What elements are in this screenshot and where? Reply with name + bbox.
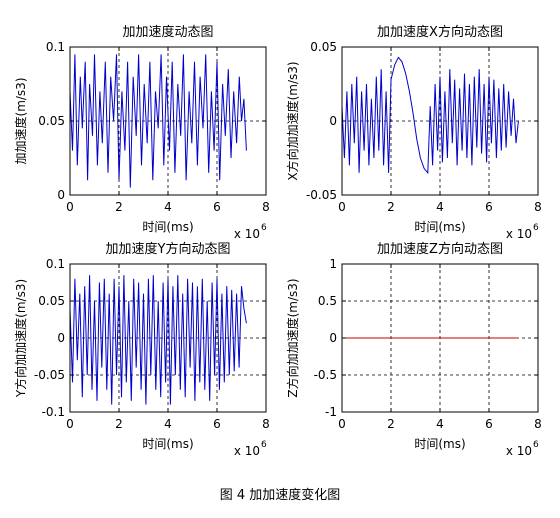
x-tick-label: 8 [262,417,270,431]
x-tick-label: 6 [485,200,493,214]
chart-title: 加加速度Z方向动态图 [377,241,503,257]
x-tick-label: 2 [115,200,123,214]
x-tick-label: 8 [534,200,542,214]
x-tick-label: 2 [387,417,395,431]
x-tick-label: 0 [338,200,346,214]
y-axis-label: X方向加加速度(m/s3) [285,61,300,180]
x-axis-multiplier-exponent: 6 [261,440,267,450]
x-axis-label: 时间(ms) [414,437,465,451]
x-tick-label: 0 [338,417,346,431]
x-tick-label: 4 [164,417,172,431]
y-tick-label: 0 [57,188,65,202]
x-axis-label: 时间(ms) [142,437,193,451]
x-axis-multiplier: x 10 [234,444,260,458]
x-axis-multiplier: x 10 [506,444,532,458]
x-tick-label: 6 [213,417,221,431]
x-tick-label: 4 [436,200,444,214]
x-axis-label: 时间(ms) [414,220,465,234]
series-line [341,56,519,175]
x-tick-label: 0 [66,417,74,431]
y-tick-label: 0.1 [46,40,65,54]
chart-title: 加加速度动态图 [122,24,213,40]
y-tick-label: 0 [57,331,65,345]
chart-title: 加加速度X方向动态图 [377,24,503,40]
x-axis-multiplier: x 10 [234,227,260,241]
x-tick-label: 2 [387,200,395,214]
x-tick-label: 6 [485,417,493,431]
y-tick-label: -0.05 [34,368,65,382]
x-tick-label: 4 [436,417,444,431]
y-tick-label: 1 [329,257,337,271]
y-tick-label: 0.05 [38,114,65,128]
y-tick-label: 0.5 [318,294,337,308]
y-tick-label: 0 [329,114,337,128]
series-line [69,54,247,188]
figure-caption: 图 4 加加速度变化图 [220,487,341,503]
x-axis-multiplier-exponent: 6 [533,440,539,450]
y-tick-label: 0.05 [38,294,65,308]
x-tick-label: 4 [164,200,172,214]
y-tick-label: -0.1 [42,405,65,419]
y-axis-label: 加加速度(m/s3) [13,78,28,165]
y-tick-label: 0.05 [310,40,337,54]
y-tick-label: 0 [329,331,337,345]
y-tick-label: -0.5 [314,368,337,382]
x-tick-label: 0 [66,200,74,214]
x-tick-label: 8 [534,417,542,431]
y-axis-label: Z方向加加速度(m/s3) [285,278,300,397]
y-tick-label: 0.1 [46,257,65,271]
x-axis-multiplier: x 10 [506,227,532,241]
y-tick-label: -0.05 [306,188,337,202]
y-tick-label: -1 [325,405,337,419]
chart-title: 加加速度Y方向动态图 [106,241,231,257]
y-axis-label: Y方向加加速度(m/s3) [13,279,28,398]
x-tick-label: 8 [262,200,270,214]
series-line [69,275,247,405]
x-tick-label: 6 [213,200,221,214]
x-axis-multiplier-exponent: 6 [261,223,267,233]
x-axis-label: 时间(ms) [142,220,193,234]
x-axis-multiplier-exponent: 6 [533,223,539,233]
x-tick-label: 2 [115,417,123,431]
